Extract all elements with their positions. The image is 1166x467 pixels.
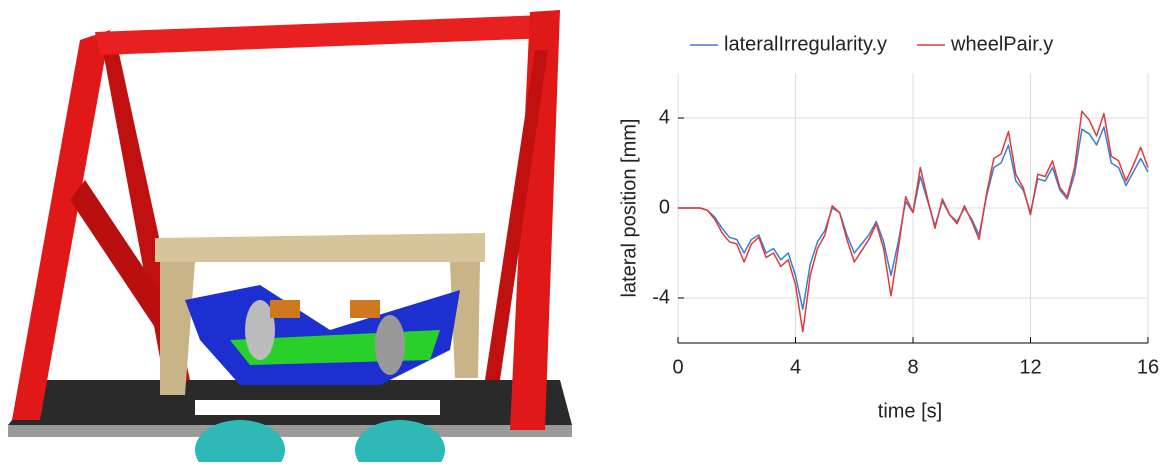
legend-label: lateralIrregularity.y (724, 33, 887, 55)
x-tick-label: 16 (1137, 356, 1159, 378)
x-tick-label: 12 (1019, 356, 1041, 378)
y-tick-label: -4 (652, 286, 670, 308)
x-tick-label: 8 (907, 356, 918, 378)
y-tick-label: 0 (659, 196, 670, 218)
x-tick-label: 4 (790, 356, 801, 378)
test-rig-render (8, 10, 572, 462)
y-axis-label: lateral position [mm] (618, 119, 640, 298)
legend-label: wheelPair.y (950, 33, 1053, 55)
x-axis-label: time [s] (878, 400, 942, 422)
y-tick-label: 4 (659, 106, 670, 128)
page: time [s] lateral position [mm] 0 4 8 12 16 -4… (0, 0, 1166, 467)
x-tick-label: 0 (672, 356, 683, 378)
figure: time [s] lateral position [mm] 0 4 8 12 16 -4… (0, 0, 1166, 462)
